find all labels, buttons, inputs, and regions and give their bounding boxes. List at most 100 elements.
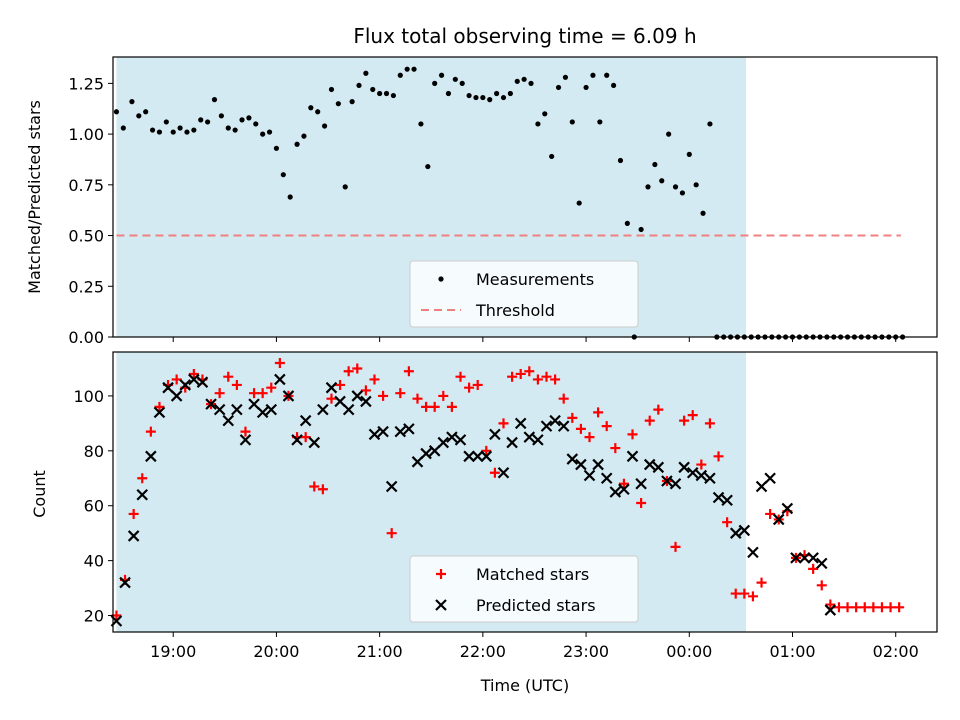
measurement-point — [170, 129, 176, 135]
matched-star-point — [360, 385, 371, 396]
matched-star-point — [154, 401, 165, 412]
measurement-point — [232, 127, 238, 133]
matched-star-point — [756, 577, 767, 588]
predicted-star-point — [772, 513, 785, 526]
predicted-star-point — [136, 488, 149, 501]
measurement-point — [507, 90, 513, 97]
matched-star-point — [825, 599, 836, 610]
top-panel: 0.00 0.25 0.50 0.75 1.00 1.25 Measurements Thre… — [68, 56, 938, 347]
predicted-star-point — [127, 530, 140, 542]
measurement-point — [569, 119, 575, 125]
matched-star-point — [730, 588, 741, 599]
x-tick-label: 01:00 — [769, 642, 815, 661]
top-y-tick-label: 0.50 — [68, 227, 104, 246]
predicted-star-point — [360, 395, 372, 408]
predicted-star-point — [540, 420, 553, 432]
predicted-star-point — [437, 436, 450, 449]
matched-star-point — [352, 363, 363, 374]
predicted-star-point — [213, 403, 226, 416]
predicted-star-point — [334, 395, 346, 408]
matched-star-point — [833, 602, 844, 613]
matched-star-point — [696, 459, 707, 470]
predicted-star-point — [308, 436, 321, 449]
predicted-star-point — [583, 469, 596, 482]
measurement-point — [645, 184, 651, 190]
matched-star-point — [145, 426, 156, 437]
measurement-point — [349, 99, 355, 105]
measurement-point — [390, 92, 397, 99]
predicted-star-point — [454, 434, 467, 446]
predicted-star-point — [686, 467, 699, 479]
matched-star-point — [188, 368, 199, 379]
measurement-point — [315, 109, 321, 115]
matched-star-point — [876, 602, 887, 613]
matched-star-point — [378, 390, 389, 401]
measurement-point — [617, 157, 624, 164]
measurement-point — [672, 184, 679, 190]
matched-star-point — [300, 432, 311, 443]
measurement-point — [473, 94, 479, 101]
predicted-star-point — [695, 469, 708, 482]
legend-label: Matched stars — [476, 565, 589, 584]
measurement-point — [487, 97, 493, 103]
matched-star-point — [128, 508, 139, 519]
bottom-y-tick-label: 40 — [84, 552, 104, 571]
measurement-point — [549, 153, 555, 160]
top-y-tick-label: 0.25 — [68, 277, 104, 296]
predicted-star-point — [170, 390, 183, 402]
measurement-point — [425, 163, 431, 170]
measurement-point — [590, 72, 596, 78]
x-tick-label: 21:00 — [357, 642, 403, 661]
predicted-star-point — [489, 428, 501, 441]
matched-star-point — [171, 374, 182, 385]
predicted-star-point — [532, 434, 544, 446]
matched-star-point — [498, 418, 509, 429]
matched-star-point — [507, 371, 518, 382]
measurement-point — [273, 145, 280, 151]
measurement-point — [198, 117, 204, 123]
predicted-star-point — [145, 450, 157, 463]
matched-star-point — [257, 388, 268, 399]
measurement-point — [377, 90, 383, 97]
matched-star-point — [343, 366, 354, 377]
measurement-point — [445, 90, 452, 97]
predicted-star-point — [738, 524, 751, 537]
measurement-point — [383, 90, 390, 97]
top-y-tick-label: 1.25 — [68, 74, 104, 93]
measurement-point — [652, 161, 658, 168]
predicted-star-point — [471, 450, 484, 463]
measurement-point — [113, 109, 120, 115]
predicted-star-point — [790, 552, 802, 564]
predicted-star-point — [781, 502, 794, 515]
matched-star-point — [894, 602, 905, 613]
measurement-point — [335, 101, 341, 107]
measurement-point — [308, 105, 314, 111]
matched-star-point — [550, 374, 561, 385]
measurement-point — [342, 184, 348, 190]
legend-marker-matched — [436, 569, 446, 579]
matched-star-point — [395, 388, 406, 399]
predicted-star-point — [652, 461, 665, 474]
predicted-star-point — [222, 414, 235, 427]
measurement-point — [659, 178, 665, 184]
matched-star-point — [816, 580, 827, 591]
predicted-star-point — [428, 445, 441, 457]
measurement-point — [177, 125, 183, 131]
matched-star-point — [575, 423, 586, 434]
measurement-point — [301, 133, 307, 139]
matched-star-point — [266, 382, 277, 393]
matched-star-point — [403, 366, 414, 377]
measurement-point — [666, 131, 672, 137]
matched-star-point — [636, 497, 647, 508]
measurement-point — [452, 76, 458, 82]
measurement-point — [624, 220, 630, 226]
matched-star-point — [679, 415, 690, 426]
matched-star-point — [670, 541, 681, 552]
matched-star-point — [747, 591, 758, 602]
measurement-point — [707, 121, 713, 127]
bottom-y-tick-label: 80 — [84, 442, 104, 461]
matched-star-point — [223, 371, 234, 382]
predicted-star-point — [712, 491, 725, 504]
predicted-star-point — [248, 398, 260, 410]
measurement-point — [239, 117, 245, 123]
